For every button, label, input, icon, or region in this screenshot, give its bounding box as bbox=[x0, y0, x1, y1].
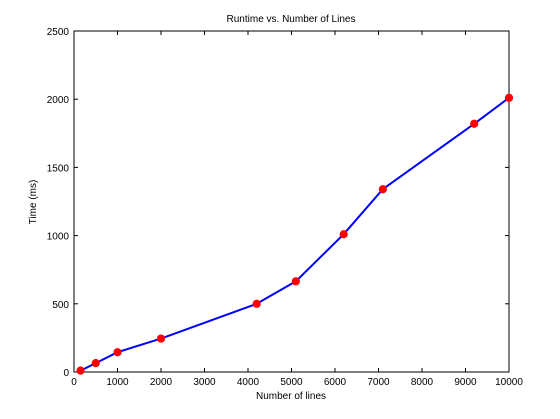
x-tick-label: 6000 bbox=[324, 377, 347, 388]
x-tick-label: 9000 bbox=[454, 377, 477, 388]
axes: 0 1000 2000 3000 4000 5000 6000 7000 8000 9000 100… bbox=[47, 27, 524, 388]
y-tick-label: 2000 bbox=[47, 95, 70, 106]
data-point bbox=[91, 359, 100, 368]
data-point bbox=[113, 348, 122, 357]
x-tick-label: 5000 bbox=[280, 377, 303, 388]
y-tick-label: 1000 bbox=[47, 232, 70, 243]
data-point bbox=[291, 277, 300, 286]
data-point bbox=[156, 334, 166, 343]
y-axis-label: Time (ms) bbox=[28, 180, 39, 225]
x-tick-label: 4000 bbox=[237, 377, 260, 388]
x-tick-label: 3000 bbox=[193, 377, 216, 388]
chart-title: Runtime vs. Number of Lines bbox=[227, 14, 356, 25]
y-tick-label: 500 bbox=[52, 300, 69, 311]
data-point bbox=[504, 93, 514, 102]
data-point bbox=[252, 299, 261, 308]
series-line bbox=[80, 96, 510, 372]
axes-box bbox=[73, 30, 510, 373]
x-tick-label: 1000 bbox=[106, 377, 129, 388]
y-tick-label: 0 bbox=[63, 368, 69, 379]
data-point bbox=[339, 230, 348, 239]
y-tick-label: 2500 bbox=[47, 27, 70, 38]
x-tick-label: 0 bbox=[71, 377, 77, 388]
x-tick-label: 8000 bbox=[411, 377, 434, 388]
data-point bbox=[378, 185, 387, 194]
data-point bbox=[470, 119, 479, 128]
x-tick-label: 2000 bbox=[150, 377, 173, 388]
x-axis-label: Number of lines bbox=[256, 391, 326, 402]
data-point bbox=[76, 366, 85, 375]
y-tick-label: 1500 bbox=[47, 163, 70, 174]
plot-area bbox=[76, 93, 514, 375]
x-tick-label: 7000 bbox=[367, 377, 390, 388]
x-tick-label: 10000 bbox=[495, 377, 523, 388]
